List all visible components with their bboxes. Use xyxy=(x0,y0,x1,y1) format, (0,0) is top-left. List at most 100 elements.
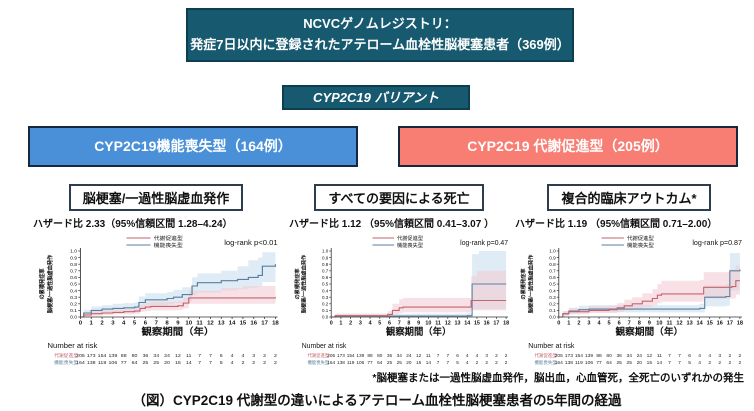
x-tick-label: 7 xyxy=(155,321,158,327)
x-tick-label: 0 xyxy=(330,320,333,326)
risk-count: 6 xyxy=(456,353,459,359)
risk-count: 106 xyxy=(356,360,364,366)
x-tick-label: 0 xyxy=(557,321,560,327)
y-tick-label: 0.9 xyxy=(322,255,329,260)
risk-count: 2 xyxy=(263,360,266,366)
risk-count: 2 xyxy=(274,353,277,359)
risk-count: 80 xyxy=(606,353,612,359)
risk-count: 20 xyxy=(164,360,170,366)
x-tick-label: 6 xyxy=(618,321,621,327)
x-tick-label: 18 xyxy=(272,321,280,327)
legend-label: 機能喪失型 xyxy=(627,241,655,249)
x-tick-label: 15 xyxy=(240,321,248,327)
risk-count: 2 xyxy=(274,360,277,366)
risk-count: 7 xyxy=(198,360,201,366)
risk-count: 2 xyxy=(505,353,508,359)
legend-label: 代謝促進型 xyxy=(397,234,423,242)
risk-row-label: 代謝促進型 xyxy=(54,352,78,359)
risk-count: 7 xyxy=(437,353,440,359)
y-tick-label: 0.6 xyxy=(322,275,329,280)
y-axis-label-line2: の累積発症率 xyxy=(519,268,527,300)
confidence-band xyxy=(331,251,507,317)
y-tick-label: 0.1 xyxy=(549,308,556,313)
risk-count: 20 xyxy=(406,360,412,366)
x-tick-label: 8 xyxy=(165,321,169,327)
x-tick-label: 8 xyxy=(407,320,410,326)
risk-count: 15 xyxy=(175,360,181,366)
risk-count: 7 xyxy=(198,353,201,359)
risk-count: 36 xyxy=(616,353,622,359)
risk-count: 7 xyxy=(446,360,449,366)
x-tick-label: 13 xyxy=(455,320,461,326)
risk-count: 11 xyxy=(426,353,431,359)
x-tick-label: 12 xyxy=(676,321,682,327)
x-tick-label: 2 xyxy=(349,320,352,326)
x-tick-label: 11 xyxy=(435,320,441,326)
hazard-ratio-all-cause-death: ハザード比 1.12 （95%信頼区間 0.41–3.07 ） xyxy=(289,219,495,230)
risk-count: 2 xyxy=(728,360,731,366)
km-step-line xyxy=(558,280,740,318)
panel-stroke-tia: 脳梗塞/一過性脳虚血発作 ハザード比 2.33（95%信頼区間 1.28–4.2… xyxy=(30,184,282,371)
y-axis-label-line1: 脳梗塞/一過性脳虚血発作 xyxy=(46,254,54,313)
risk-count: 77 xyxy=(596,360,602,366)
y-tick-label: 0.6 xyxy=(549,275,556,280)
risk-count: 20 xyxy=(637,360,643,366)
x-tick-label: 15 xyxy=(707,321,713,327)
risk-count: 7 xyxy=(446,353,449,359)
risk-count: 14 xyxy=(657,360,663,366)
risk-count: 12 xyxy=(647,353,653,359)
risk-count: 205 xyxy=(76,353,85,359)
x-tick-label: 8 xyxy=(638,321,641,327)
y-tick-label: 0.3 xyxy=(549,295,556,300)
risk-count: 4 xyxy=(231,353,234,359)
x-tick-label: 1 xyxy=(339,320,342,326)
y-tick-label: 0.5 xyxy=(549,282,556,287)
confidence-band xyxy=(331,270,507,317)
risk-count: 25 xyxy=(387,360,393,366)
risk-count: 5 xyxy=(220,360,223,366)
x-tick-label: 10 xyxy=(425,320,431,326)
y-tick-label: 0.0 xyxy=(549,315,556,320)
x-tick-label: 9 xyxy=(648,321,651,327)
km-step-line xyxy=(80,297,277,318)
risk-count: 2 xyxy=(476,360,479,366)
risk-count: 4 xyxy=(241,353,244,359)
x-tick-label: 17 xyxy=(727,321,733,327)
x-tick-label: 12 xyxy=(207,321,214,327)
km-step-line xyxy=(80,264,277,318)
risk-count: 139 xyxy=(356,353,364,359)
x-tick-label: 6 xyxy=(388,320,391,326)
y-tick-label: 0.7 xyxy=(322,268,329,273)
x-tick-label: 9 xyxy=(417,320,420,326)
variant-box: CYP2C19 バリアント xyxy=(282,85,470,110)
risk-count: 7 xyxy=(668,360,671,366)
legend-label: 代謝促進型 xyxy=(154,234,183,242)
risk-count: 12 xyxy=(416,353,422,359)
risk-count: 7 xyxy=(678,360,681,366)
x-tick-label: 18 xyxy=(737,321,743,327)
x-tick-label: 3 xyxy=(359,320,362,326)
y-tick-label: 0.1 xyxy=(70,308,77,314)
x-tick-label: 16 xyxy=(717,321,723,327)
risk-count: 2 xyxy=(241,360,244,366)
risk-count: 2 xyxy=(739,353,742,359)
y-axis-label-line2: の累積発症率 xyxy=(293,268,301,299)
risk-count: 4 xyxy=(476,353,479,359)
risk-count: 77 xyxy=(121,360,127,366)
risk-count: 173 xyxy=(337,353,345,359)
risk-count: 25 xyxy=(142,360,148,366)
risk-count: 2 xyxy=(739,360,742,366)
risk-count: 106 xyxy=(585,360,593,366)
x-tick-label: 2 xyxy=(100,321,103,327)
risk-count: 119 xyxy=(347,360,355,366)
risk-count: 164 xyxy=(555,360,563,366)
risk-count: 154 xyxy=(98,353,107,359)
registry-header-box: NCVCゲノムレジストリ： 発症7日以内に登録されたアテローム血栓性脳梗塞患者（… xyxy=(186,8,574,62)
risk-count: 36 xyxy=(142,353,148,359)
x-tick-label: 18 xyxy=(503,320,509,326)
x-tick-label: 1 xyxy=(567,321,570,327)
risk-count: 24 xyxy=(406,353,412,359)
registry-header-line1: NCVCゲノムレジストリ： xyxy=(303,16,457,32)
confidence-band xyxy=(80,284,276,317)
